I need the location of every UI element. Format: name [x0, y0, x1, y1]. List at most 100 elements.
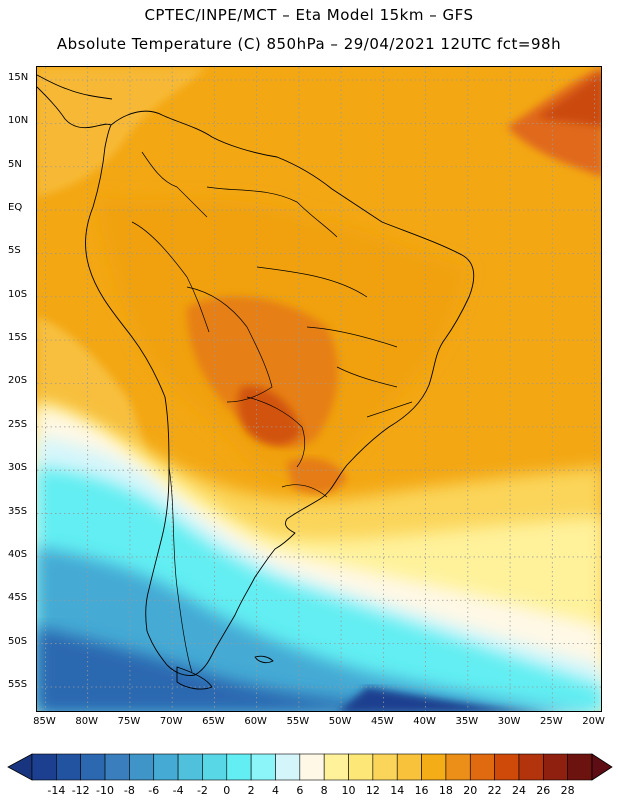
lon-tick-label: 55W: [286, 716, 310, 727]
colorbar-swatch: [323, 753, 349, 781]
colorbar-swatch: [129, 753, 155, 781]
colorbar-tick-label: -2: [196, 784, 208, 797]
temperature-band-deep-blue: [339, 687, 534, 711]
colorbar-high-arrow: [591, 753, 613, 781]
lat-tick-label: EQ: [8, 202, 23, 214]
colorbar-tick-label: 26: [536, 784, 551, 797]
lon-tick-label: 85W: [33, 716, 56, 727]
brazil-states: [256, 266, 413, 418]
colorbar-tick-label: 28: [560, 784, 575, 797]
colorbar-tick-label: 14: [390, 784, 405, 797]
colorbar-swatch: [153, 753, 179, 781]
temperature-band-interior-hot-2: [187, 296, 338, 448]
colorbar-tick-label: -4: [172, 784, 184, 797]
border-uruguay: [281, 484, 328, 498]
colorbar-swatch: [299, 753, 325, 781]
lat-tick-label: 15S: [8, 332, 28, 344]
temperature-band-dark-blue: [37, 627, 457, 711]
lon-tick-label: 50W: [328, 716, 352, 727]
border-peru-brazil: [131, 221, 210, 333]
lon-tick-label: 80W: [75, 716, 98, 727]
colorbar-swatch: [396, 753, 422, 781]
map-canvas: [37, 67, 601, 711]
colorbar-swatch: [567, 753, 593, 781]
lat-tick-label: 20S: [8, 375, 28, 387]
colorbar-tick-label: 20: [463, 784, 478, 797]
colorbar-swatch: [275, 753, 301, 781]
colorbar-swatch: [348, 753, 374, 781]
colorbar-tick-label: 12: [365, 784, 380, 797]
colorbar-tick-label: 10: [341, 784, 356, 797]
border-argentina-chile: [168, 466, 193, 673]
colorbar-swatch: [202, 753, 228, 781]
colorbar-swatch: [226, 753, 252, 781]
lat-tick-label: 45S: [8, 592, 28, 604]
lon-tick-label: 35W: [455, 716, 479, 727]
chart-title-line2: Absolute Temperature (C) 850hPa – 29/04/…: [56, 35, 562, 53]
colorbar-swatch: [518, 753, 544, 781]
colorbar-swatch: [177, 753, 203, 781]
tierra-del-fuego: [176, 666, 213, 690]
colorbar-tick-label: 2: [247, 784, 255, 797]
colorbar-swatch: [31, 753, 57, 781]
temperature-map: [36, 66, 602, 712]
lon-tick-label: 60W: [244, 716, 267, 727]
colorbar-tick-label: 22: [487, 784, 502, 797]
colorbar-tick-label: 0: [223, 784, 231, 797]
chart-title-line1: CPTEC/INPE/MCT – Eta Model 15km – GFS: [144, 6, 474, 24]
colorbar-tick-label: 6: [296, 784, 304, 797]
colorbar-tick-label: 4: [271, 784, 279, 797]
lon-tick-label: 30W: [497, 716, 521, 727]
caribbean-coast: [37, 74, 113, 100]
lon-tick-label: 40W: [413, 716, 436, 727]
border-bolivia: [186, 286, 273, 403]
colorbar-tick-label: -6: [148, 784, 160, 797]
lat-tick-label: 10S: [8, 288, 28, 300]
country-borders: [131, 151, 413, 673]
colorbar-swatch: [421, 753, 447, 781]
lon-tick-label: 70W: [159, 716, 183, 727]
colorbar-swatch: [445, 753, 471, 781]
lon-tick-label: 75W: [117, 716, 141, 727]
lat-tick-label: 40S: [8, 548, 28, 560]
colorbar-swatch: [80, 753, 106, 781]
lon-tick-label: 65W: [202, 716, 225, 727]
lat-tick-label: 25S: [8, 418, 28, 430]
colorbar-swatch: [469, 753, 495, 781]
colorbar-tick-label: 18: [438, 784, 453, 797]
lat-tick-label: 50S: [8, 635, 28, 647]
lat-tick-label: 5S: [8, 245, 21, 257]
falkland-islands: [254, 655, 274, 664]
colorbar-swatch: [250, 753, 276, 781]
lat-tick-label: 35S: [8, 505, 28, 517]
border-brazil-north: [206, 186, 338, 238]
colorbar-swatch: [543, 753, 568, 781]
temperature-band-south-hot: [287, 457, 347, 494]
colorbar-swatch: [372, 753, 398, 781]
colorbar: [7, 753, 613, 781]
colorbar-swatch: [494, 753, 520, 781]
coastlines: [37, 74, 475, 690]
lat-tick-label: 30S: [8, 462, 28, 474]
lat-tick-label: 5N: [8, 158, 22, 170]
lat-tick-label: 55S: [8, 678, 28, 690]
colorbar-swatch: [104, 753, 130, 781]
border-paraguay: [246, 396, 306, 468]
colorbar-swatch: [56, 753, 81, 781]
colorbar-tick-label: -8: [123, 784, 135, 797]
lon-tick-label: 45W: [371, 716, 394, 727]
lon-tick-label: 25W: [540, 716, 563, 727]
colorbar-tick-label: -14: [47, 784, 66, 797]
lon-tick-label: 20W: [582, 716, 605, 727]
colorbar-tick-label: 8: [320, 784, 328, 797]
colorbar-tick-label: 16: [414, 784, 429, 797]
colorbar-tick-label: 24: [511, 784, 526, 797]
colorbar-low-arrow: [7, 753, 33, 781]
temperature-band-interior-hottest-2: [237, 386, 302, 446]
temperature-band-north: [37, 67, 207, 197]
border-colombia-venezuela: [141, 151, 208, 218]
central-america-outline: [37, 86, 112, 129]
colorbar-tick-label: -12: [71, 784, 90, 797]
temperature-band-ne-hotter: [537, 73, 601, 127]
lat-tick-label: 15N: [8, 72, 29, 83]
